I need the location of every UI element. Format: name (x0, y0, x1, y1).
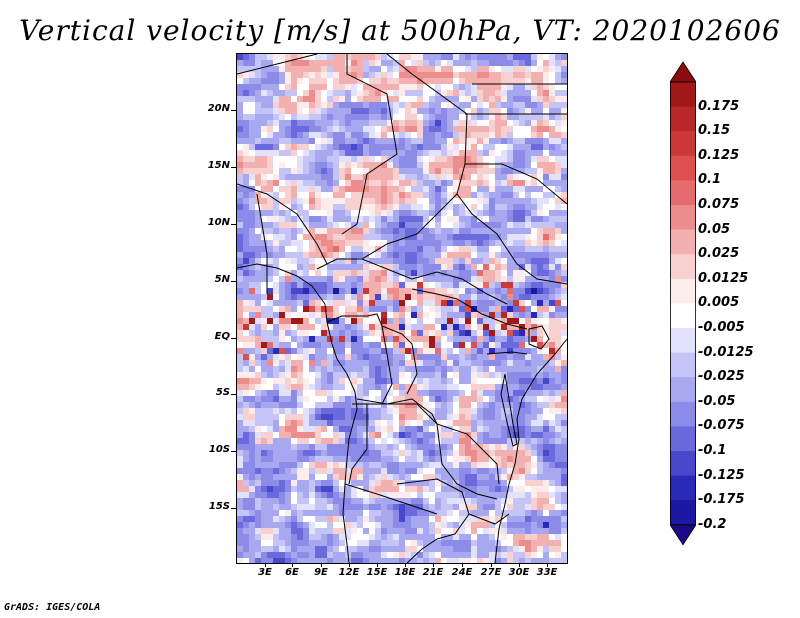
vertical-velocity-field (237, 54, 567, 563)
map-plot-area (236, 53, 568, 564)
longitude-tick (491, 563, 492, 567)
colorbar-label: 0.05 (698, 221, 731, 237)
colorbar-label: -0.075 (698, 418, 745, 434)
longitude-label: 18E (394, 567, 416, 578)
colorbar-outline (670, 81, 696, 526)
colorbar-segment (670, 278, 696, 304)
longitude-label: 3E (258, 567, 272, 578)
colorbar-label: -0.05 (698, 393, 736, 409)
colorbar-label: 0.0125 (698, 270, 749, 286)
colorbar-label: -0.0125 (698, 344, 754, 360)
colorbar-label: 0.025 (698, 246, 740, 262)
colorbar-segment (670, 401, 696, 427)
latitude-tick (231, 110, 236, 111)
longitude-label: 33E (536, 567, 558, 578)
colorbar (670, 61, 696, 546)
colorbar-label: 0.075 (698, 197, 740, 212)
colorbar-segment (670, 500, 696, 526)
longitude-label: 15E (366, 567, 388, 578)
colorbar-segment (670, 451, 696, 477)
longitude-label: 24E (451, 567, 473, 578)
colorbar-label: -0.2 (698, 516, 727, 532)
latitude-tick (231, 394, 236, 395)
colorbar-label: 0.15 (698, 123, 731, 139)
colorbar-segment (670, 155, 696, 181)
latitude-label: 5S (215, 387, 230, 398)
colorbar-segment (670, 229, 696, 255)
colorbar-segment (670, 106, 696, 132)
colorbar-segment (670, 426, 696, 452)
longitude-tick (321, 563, 322, 567)
latitude-tick (231, 508, 236, 509)
colorbar-bottom-arrow (670, 524, 696, 546)
latitude-tick (231, 167, 236, 168)
latitude-tick (231, 338, 236, 339)
longitude-label: 12E (338, 567, 360, 578)
latitude-label: 5N (214, 274, 230, 285)
latitude-tick (231, 451, 236, 452)
colorbar-label: 0.175 (698, 98, 740, 114)
longitude-tick (377, 563, 378, 567)
colorbar-label: -0.005 (698, 320, 745, 335)
longitude-label: 6E (285, 567, 299, 578)
colorbar-segment (670, 328, 696, 354)
longitude-label: 27E (480, 567, 502, 578)
colorbar-label: -0.1 (698, 443, 727, 458)
colorbar-segment (670, 303, 696, 329)
longitude-tick (405, 563, 406, 567)
colorbar-label: -0.025 (698, 369, 745, 385)
latitude-label: EQ (214, 331, 230, 342)
colorbar-segment (670, 205, 696, 231)
longitude-tick (349, 563, 350, 567)
colorbar-top-arrow (670, 61, 696, 83)
longitude-label: 9E (314, 567, 328, 578)
colorbar-label: 0.125 (698, 147, 740, 163)
colorbar-label: 0.005 (698, 295, 740, 311)
longitude-tick (265, 563, 266, 567)
longitude-tick (462, 563, 463, 567)
colorbar-segment (670, 475, 696, 501)
latitude-tick (231, 224, 236, 225)
colorbar-segment (670, 352, 696, 378)
colorbar-label: 0.1 (698, 172, 722, 188)
grads-credit: GrADS: IGES/COLA (4, 602, 101, 613)
longitude-label: 21E (422, 567, 444, 578)
longitude-tick (547, 563, 548, 567)
latitude-label: 20N (207, 103, 230, 114)
colorbar-segment (670, 377, 696, 403)
latitude-label: 10S (208, 444, 230, 455)
colorbar-segment (670, 131, 696, 157)
map-title: Vertical velocity [m/s] at 500hPa, VT: 2… (19, 14, 781, 47)
longitude-tick (519, 563, 520, 567)
colorbar-segment (670, 180, 696, 206)
longitude-tick (433, 563, 434, 567)
latitude-tick (231, 281, 236, 282)
colorbar-segment (670, 82, 696, 108)
longitude-tick (292, 563, 293, 567)
latitude-label: 10N (207, 217, 230, 228)
colorbar-label: -0.125 (698, 467, 745, 483)
colorbar-segment (670, 254, 696, 280)
colorbar-label: -0.175 (698, 492, 745, 508)
latitude-label: 15S (208, 501, 230, 512)
longitude-label: 30E (508, 567, 530, 578)
latitude-label: 15N (207, 160, 230, 171)
